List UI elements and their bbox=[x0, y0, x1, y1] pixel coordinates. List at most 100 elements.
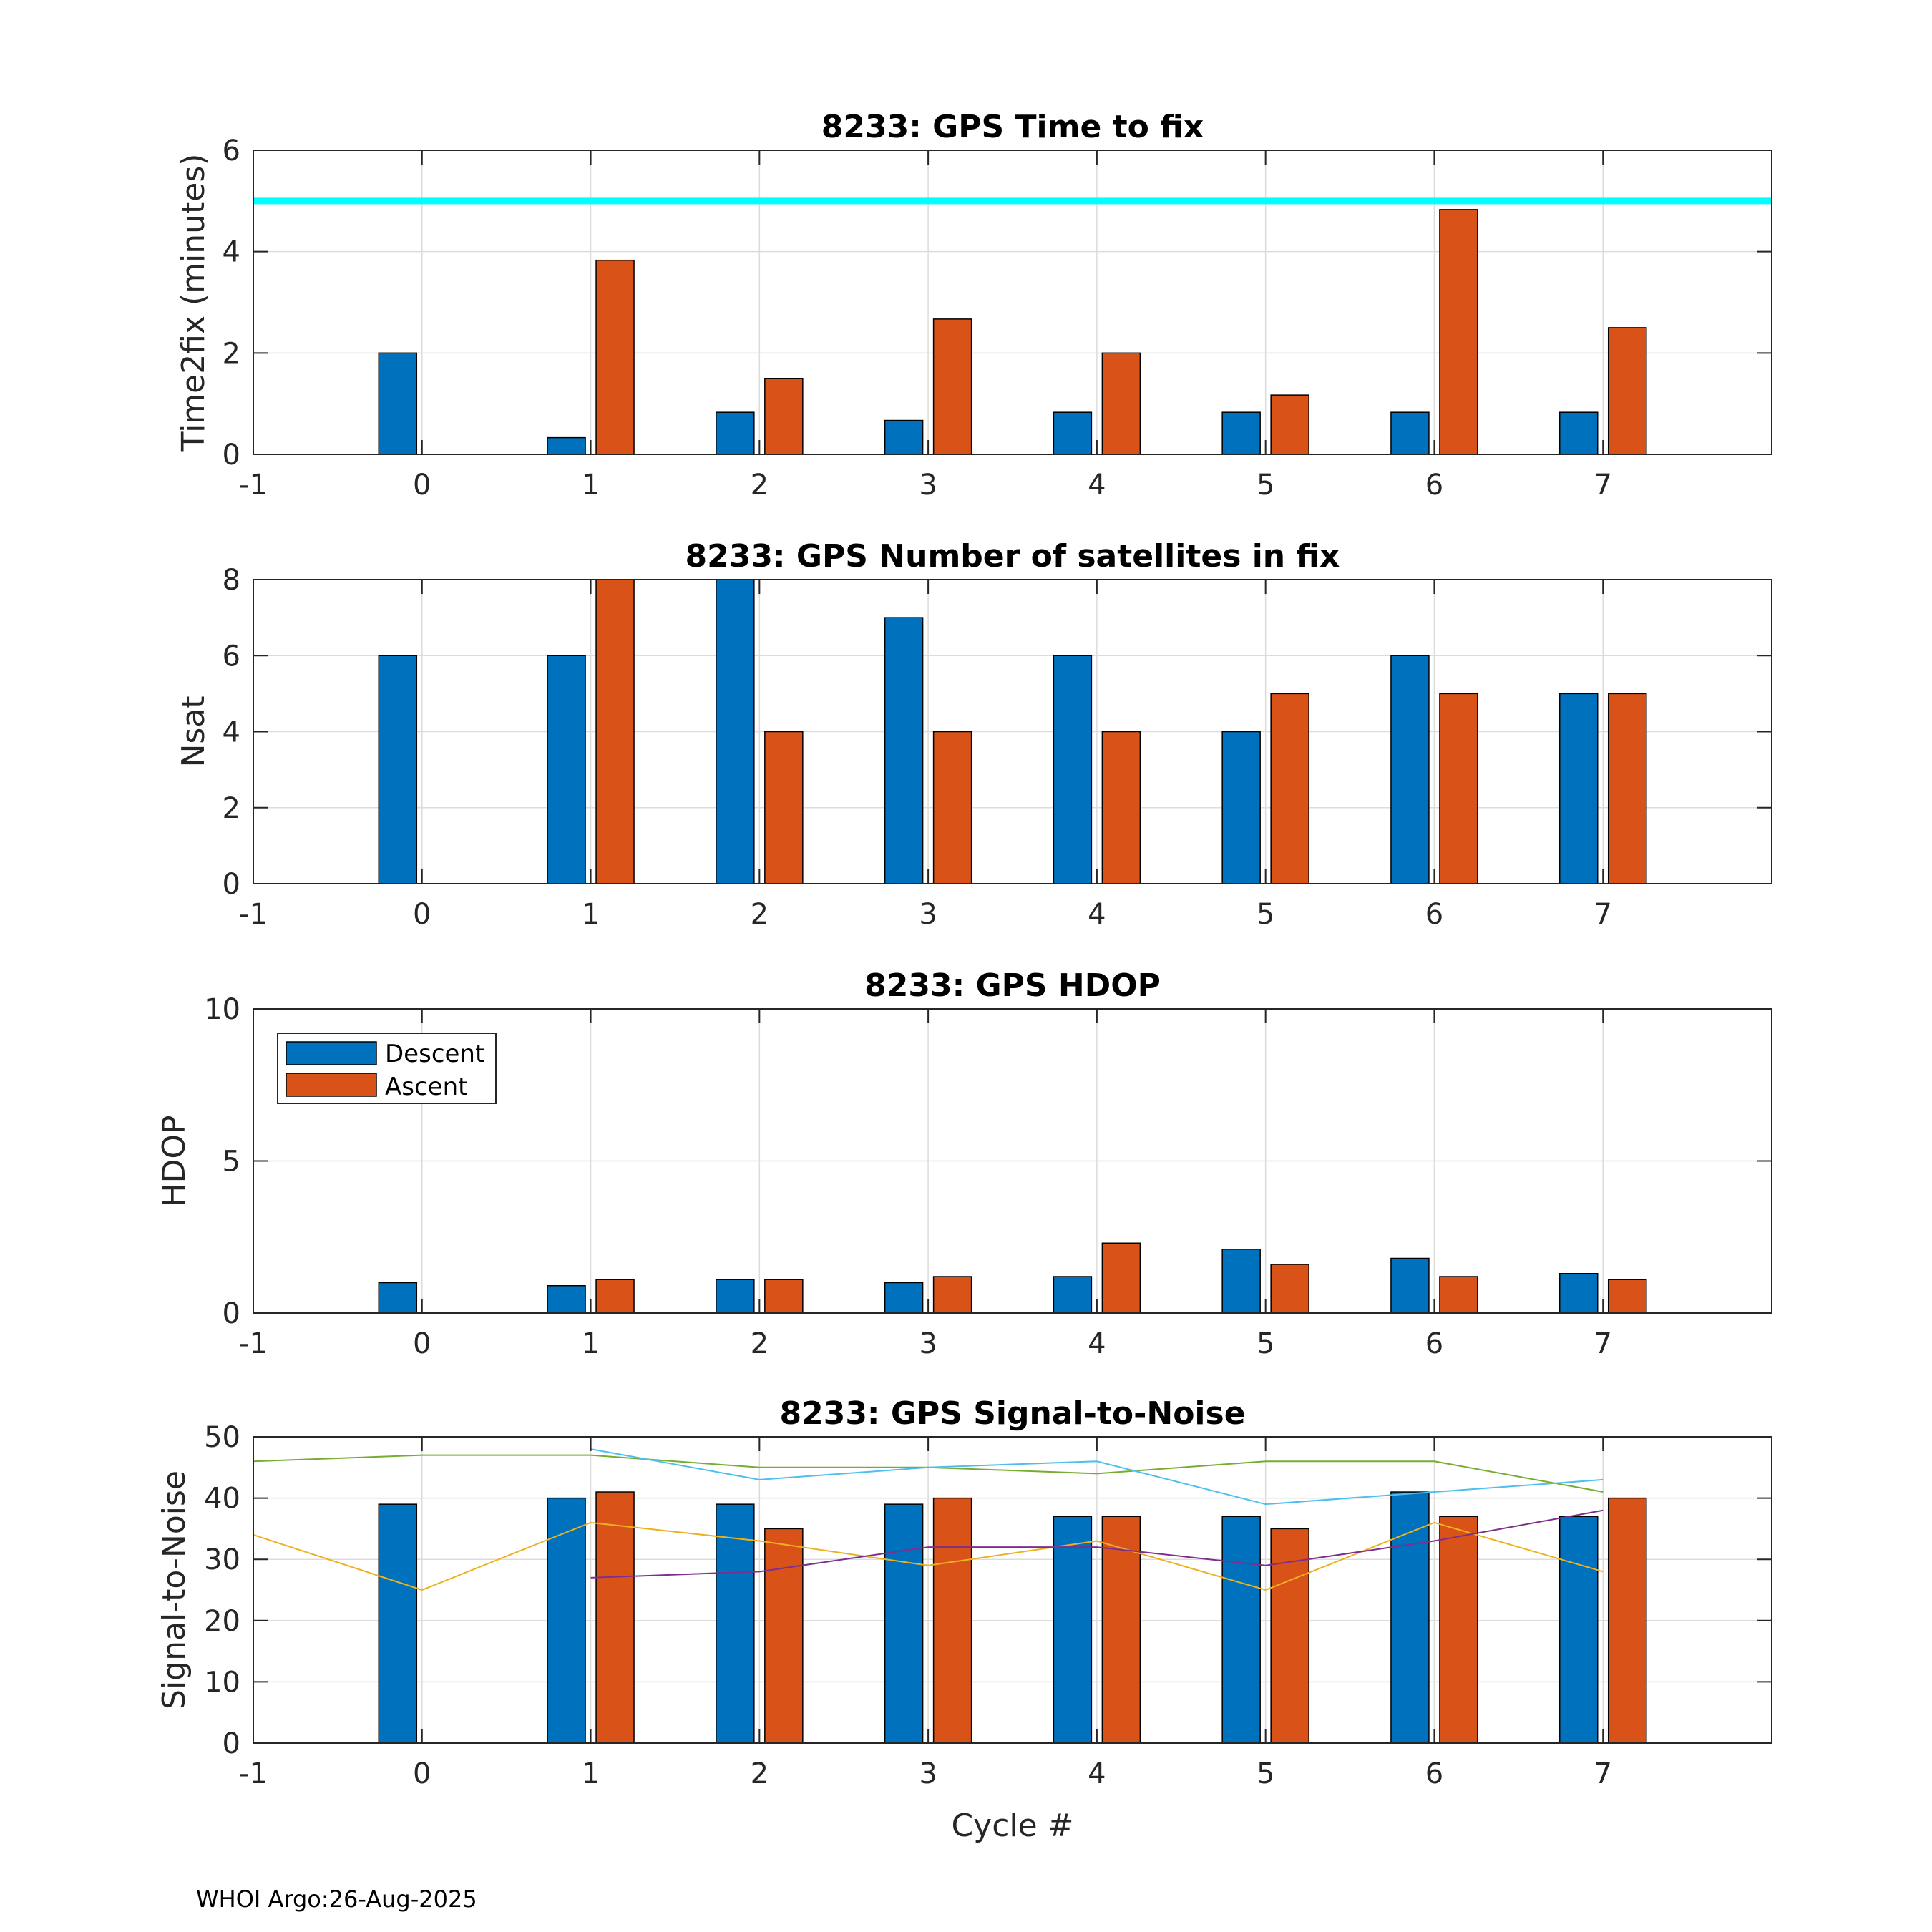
sat-snr-4-line bbox=[590, 1509, 1604, 1579]
bar-descent-cycle-7 bbox=[1558, 693, 1599, 884]
x-tick-label: -1 bbox=[239, 1757, 268, 1790]
bar-descent-cycle-3 bbox=[884, 617, 924, 884]
x-tick-label: 5 bbox=[1257, 1327, 1274, 1360]
bar-ascent-cycle-7 bbox=[1607, 1497, 1647, 1744]
bar-descent-cycle-7 bbox=[1558, 1516, 1599, 1744]
y-tick-label: 6 bbox=[223, 135, 240, 167]
y-tick-label: 4 bbox=[223, 716, 240, 749]
legend-swatch-ascent bbox=[286, 1073, 377, 1097]
y-tick-label: 0 bbox=[223, 1297, 240, 1330]
bar-descent-cycle-2 bbox=[716, 1279, 755, 1314]
x-tick-label: 5 bbox=[1257, 1757, 1274, 1790]
bar-descent-cycle-0 bbox=[378, 1282, 418, 1314]
bar-ascent-cycle-2 bbox=[764, 731, 804, 884]
axes-frame bbox=[253, 150, 1772, 455]
x-tick-label: 4 bbox=[1088, 1757, 1106, 1790]
x-tick-label: 0 bbox=[413, 1327, 431, 1360]
chart-title: 8233: GPS Time to fix bbox=[821, 109, 1204, 145]
bar-descent-cycle-2 bbox=[716, 411, 755, 455]
y-axis-label: Time2fix (minutes) bbox=[175, 154, 212, 452]
bar-ascent-cycle-4 bbox=[1101, 352, 1141, 455]
bar-descent-cycle-5 bbox=[1221, 411, 1261, 455]
bar-descent-cycle-2 bbox=[716, 579, 755, 884]
x-tick-label: 1 bbox=[582, 898, 600, 931]
y-tick-label: 50 bbox=[204, 1421, 240, 1454]
x-tick-label: 2 bbox=[751, 898, 769, 931]
x-tick-label: 1 bbox=[582, 469, 600, 502]
bar-ascent-cycle-3 bbox=[932, 731, 972, 884]
bar-descent-cycle-6 bbox=[1390, 655, 1430, 884]
axes-frame bbox=[253, 1436, 1772, 1744]
x-tick-label: 4 bbox=[1088, 469, 1106, 502]
bar-ascent-cycle-1 bbox=[595, 1491, 635, 1744]
x-tick-label: -1 bbox=[239, 898, 268, 931]
x-tick-label: 7 bbox=[1594, 1327, 1611, 1360]
bar-descent-cycle-3 bbox=[884, 419, 924, 455]
bar-descent-cycle-6 bbox=[1390, 1257, 1430, 1314]
bar-ascent-cycle-3 bbox=[932, 1276, 972, 1314]
bar-ascent-cycle-3 bbox=[932, 318, 972, 455]
chart-title: 8233: GPS Number of satellites in fix bbox=[686, 538, 1340, 575]
footer-text: WHOI Argo:26-Aug-2025 bbox=[196, 1885, 477, 1913]
bar-ascent-cycle-1 bbox=[595, 259, 635, 455]
x-tick-label: 2 bbox=[751, 469, 769, 502]
x-tick-label: 7 bbox=[1594, 469, 1611, 502]
bar-descent-cycle-6 bbox=[1390, 1491, 1430, 1744]
bar-descent-cycle-4 bbox=[1053, 1516, 1093, 1744]
bar-descent-cycle-7 bbox=[1558, 411, 1599, 455]
x-tick-label: 0 bbox=[413, 1757, 431, 1790]
bar-ascent-cycle-5 bbox=[1270, 1264, 1309, 1314]
x-tick-label: 4 bbox=[1088, 898, 1106, 931]
bar-descent-cycle-1 bbox=[547, 1285, 586, 1314]
bar-descent-cycle-3 bbox=[884, 1503, 924, 1744]
y-tick-label: 0 bbox=[223, 439, 240, 472]
bar-descent-cycle-4 bbox=[1053, 1276, 1093, 1314]
y-tick-label: 4 bbox=[223, 236, 240, 269]
y-tick-label: 20 bbox=[204, 1605, 240, 1638]
legend: Descent Ascent bbox=[277, 1033, 497, 1104]
bar-ascent-cycle-4 bbox=[1101, 731, 1141, 884]
y-tick-label: 10 bbox=[204, 1666, 240, 1699]
y-tick-label: 5 bbox=[223, 1146, 240, 1179]
y-tick-label: 6 bbox=[223, 640, 240, 673]
y-tick-label: 0 bbox=[223, 1727, 240, 1760]
sat-snr-2-line bbox=[590, 1448, 1604, 1506]
bar-ascent-cycle-5 bbox=[1270, 1528, 1309, 1744]
x-tick-label: -1 bbox=[239, 469, 268, 502]
bar-ascent-cycle-1 bbox=[595, 579, 635, 884]
bar-descent-cycle-7 bbox=[1558, 1273, 1599, 1314]
legend-label-descent: Descent bbox=[385, 1040, 484, 1068]
y-tick-label: 2 bbox=[223, 337, 240, 370]
plot-area bbox=[253, 1437, 1772, 1743]
x-tick-label: 1 bbox=[582, 1757, 600, 1790]
x-tick-label: 7 bbox=[1594, 898, 1611, 931]
x-tick-label: 4 bbox=[1088, 1327, 1106, 1360]
bar-ascent-cycle-1 bbox=[595, 1279, 635, 1314]
bar-descent-cycle-1 bbox=[547, 436, 586, 455]
x-tick-label: 0 bbox=[413, 898, 431, 931]
bar-ascent-cycle-5 bbox=[1270, 394, 1309, 455]
bar-descent-cycle-1 bbox=[547, 1497, 586, 1744]
x-tick-label: 0 bbox=[413, 469, 431, 502]
bar-descent-cycle-5 bbox=[1221, 731, 1261, 884]
bar-ascent-cycle-2 bbox=[764, 1279, 804, 1314]
bar-descent-cycle-5 bbox=[1221, 1516, 1261, 1744]
y-tick-label: 2 bbox=[223, 792, 240, 825]
y-axis-label: HDOP bbox=[156, 1115, 192, 1206]
bar-ascent-cycle-4 bbox=[1101, 1242, 1141, 1314]
bar-descent-cycle-4 bbox=[1053, 411, 1093, 455]
bar-ascent-cycle-4 bbox=[1101, 1516, 1141, 1744]
bar-descent-cycle-0 bbox=[378, 1503, 418, 1744]
legend-label-ascent: Ascent bbox=[385, 1073, 467, 1101]
x-tick-label: 7 bbox=[1594, 1757, 1611, 1790]
x-tick-label: 3 bbox=[919, 469, 937, 502]
bar-ascent-cycle-6 bbox=[1439, 693, 1478, 884]
x-axis-label: Cycle # bbox=[951, 1807, 1073, 1844]
bar-descent-cycle-6 bbox=[1390, 411, 1430, 455]
x-tick-label: 3 bbox=[919, 1327, 937, 1360]
bar-descent-cycle-0 bbox=[378, 352, 418, 455]
bar-ascent-cycle-2 bbox=[764, 378, 804, 455]
